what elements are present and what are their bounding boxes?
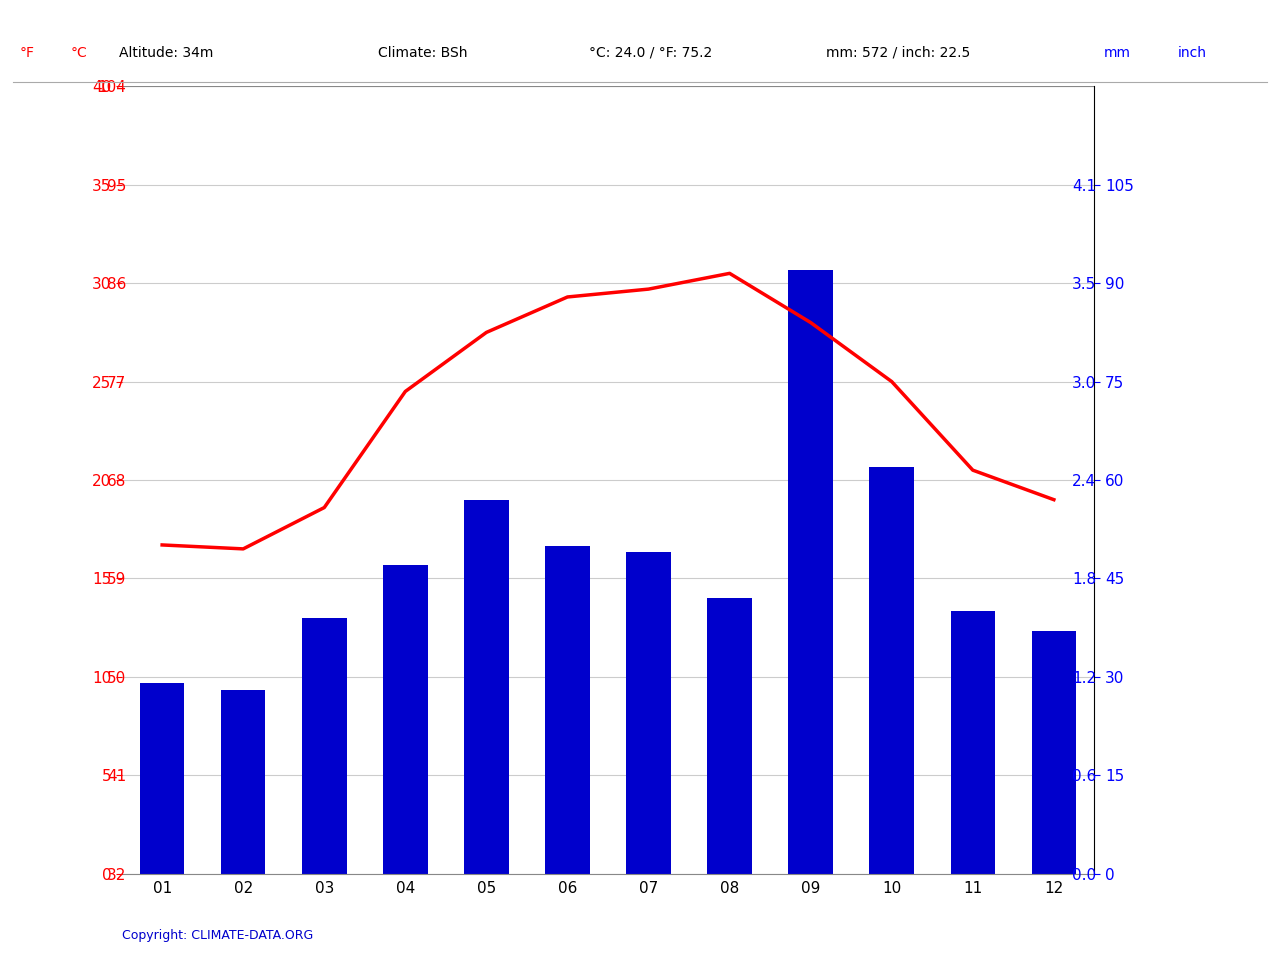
Text: °C: °C <box>70 46 87 60</box>
Bar <box>788 270 833 874</box>
Text: Climate: BSh: Climate: BSh <box>378 46 467 60</box>
Bar <box>1032 631 1076 874</box>
Text: Copyright: CLIMATE-DATA.ORG: Copyright: CLIMATE-DATA.ORG <box>122 929 312 943</box>
Bar <box>708 598 751 874</box>
Bar <box>626 552 671 874</box>
Bar <box>383 565 428 874</box>
Text: °F: °F <box>19 46 35 60</box>
Bar <box>951 612 995 874</box>
Bar <box>465 499 508 874</box>
Text: mm: 572 / inch: 22.5: mm: 572 / inch: 22.5 <box>826 46 970 60</box>
Bar <box>140 684 184 874</box>
Bar <box>302 618 347 874</box>
Text: Altitude: 34m: Altitude: 34m <box>119 46 214 60</box>
Text: mm: mm <box>1103 46 1130 60</box>
Bar <box>221 690 265 874</box>
Text: inch: inch <box>1178 46 1207 60</box>
Bar <box>869 467 914 874</box>
Bar <box>545 545 590 874</box>
Text: °C: 24.0 / °F: 75.2: °C: 24.0 / °F: 75.2 <box>589 46 712 60</box>
